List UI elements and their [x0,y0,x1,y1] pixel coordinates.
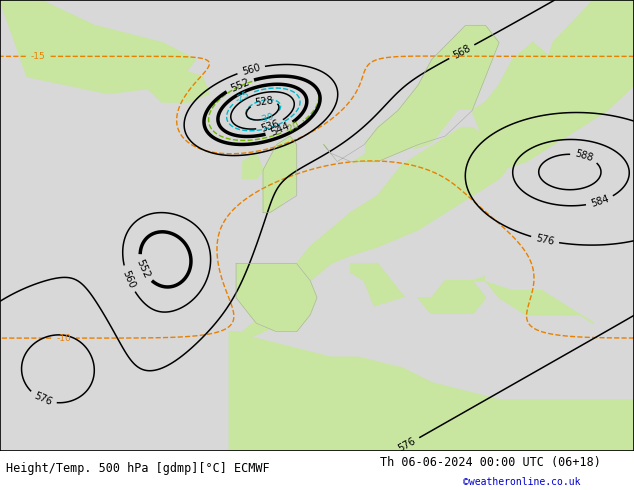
Polygon shape [128,68,209,102]
Text: 560: 560 [120,269,137,290]
Polygon shape [418,281,486,323]
Text: 536: 536 [260,118,280,134]
Polygon shape [230,332,634,451]
Text: -15: -15 [31,52,46,61]
Polygon shape [540,0,634,127]
Text: -20: -20 [284,121,301,135]
Polygon shape [472,272,593,323]
Text: 576: 576 [32,391,53,408]
Polygon shape [236,264,317,332]
Polygon shape [391,111,472,162]
Polygon shape [243,153,263,179]
Polygon shape [0,0,196,94]
Polygon shape [230,127,513,340]
Polygon shape [486,264,567,289]
Text: ©weatheronline.co.uk: ©weatheronline.co.uk [463,477,580,487]
Text: 560: 560 [241,62,261,76]
Text: 576: 576 [535,233,555,247]
Text: 552: 552 [229,76,251,94]
Polygon shape [283,136,364,204]
Text: 576: 576 [396,436,417,454]
Polygon shape [324,25,499,162]
Text: 528: 528 [254,95,274,107]
Text: -30: -30 [259,112,275,125]
Text: Th 06-06-2024 00:00 UTC (06+18): Th 06-06-2024 00:00 UTC (06+18) [380,456,601,469]
Polygon shape [263,298,553,366]
Text: 584: 584 [590,194,610,209]
Polygon shape [472,43,580,170]
Text: 552: 552 [134,258,152,280]
Text: 544: 544 [269,121,291,138]
Polygon shape [263,136,297,213]
Polygon shape [351,264,404,323]
Text: -25: -25 [235,89,252,104]
Text: -10: -10 [56,334,71,343]
Text: 588: 588 [574,149,595,164]
Text: 568: 568 [451,43,472,60]
Text: Height/Temp. 500 hPa [gdmp][°C] ECMWF: Height/Temp. 500 hPa [gdmp][°C] ECMWF [6,462,270,475]
Polygon shape [621,246,634,323]
